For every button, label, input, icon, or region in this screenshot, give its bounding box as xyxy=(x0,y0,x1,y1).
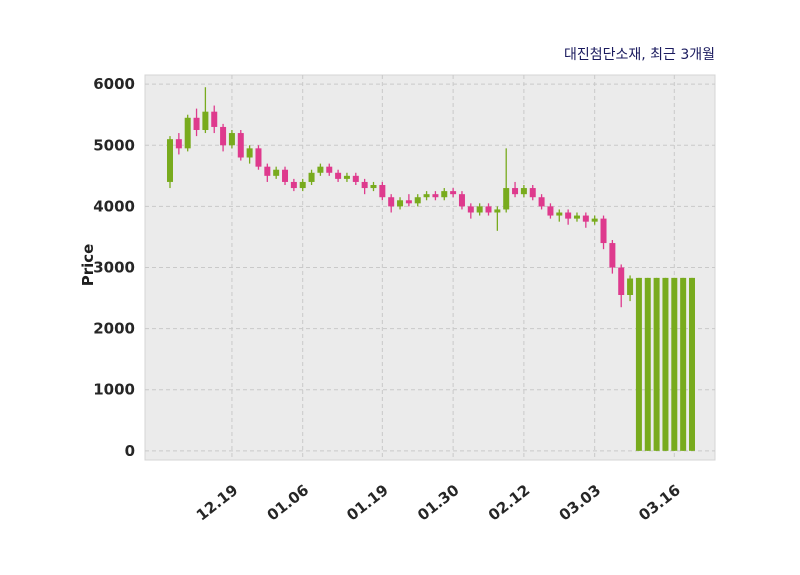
candle-body xyxy=(255,148,262,167)
candle-body xyxy=(635,277,642,451)
x-tick-label: 02.12 xyxy=(485,481,533,524)
candle-body xyxy=(618,267,625,295)
candle-body xyxy=(397,200,404,207)
candle-body xyxy=(379,185,386,198)
candle-body xyxy=(273,169,280,176)
candle-body xyxy=(476,206,483,213)
candle-body xyxy=(361,181,368,189)
candle-body xyxy=(308,172,315,182)
candle-body xyxy=(290,181,297,189)
candles xyxy=(167,87,695,451)
candle-body xyxy=(388,197,395,207)
candle-body xyxy=(184,117,191,149)
candle-body xyxy=(458,194,465,207)
candle-body xyxy=(175,139,182,149)
candle-body xyxy=(352,175,359,182)
candle-body xyxy=(450,191,457,195)
candle-body xyxy=(653,277,660,451)
y-tick-label: 5000 xyxy=(93,136,135,154)
candle-body xyxy=(237,133,244,158)
candle-body xyxy=(343,175,350,179)
candle-body xyxy=(556,212,563,216)
y-tick-label: 6000 xyxy=(93,75,135,93)
y-tick-label: 3000 xyxy=(93,259,135,277)
candle-body xyxy=(662,277,669,451)
candle-body xyxy=(335,172,342,179)
candle-body xyxy=(591,218,598,222)
candle-body xyxy=(264,166,271,176)
candle-body xyxy=(503,188,510,210)
y-tick-label: 1000 xyxy=(93,381,135,399)
x-tick-label: 01.06 xyxy=(264,481,312,524)
candle-body xyxy=(494,209,501,213)
candle-body xyxy=(167,139,173,182)
candle-body xyxy=(432,194,439,198)
candle-body xyxy=(538,197,545,207)
y-tick-label: 4000 xyxy=(93,197,135,215)
y-tick-labels: 0 1000 2000 3000 4000 5000 6000 xyxy=(93,75,135,460)
candle-body xyxy=(573,215,580,219)
candle-body xyxy=(689,277,695,451)
x-tick-label: 03.03 xyxy=(556,481,604,524)
candle-body xyxy=(202,111,209,130)
candle-body xyxy=(423,194,430,198)
candle-body xyxy=(414,197,421,204)
candle-body xyxy=(405,200,412,204)
candle-body xyxy=(609,243,616,268)
x-tick-label: 12.19 xyxy=(193,481,241,524)
x-tick-label: 01.19 xyxy=(343,481,391,524)
x-tick-labels: 12.19 01.06 01.19 01.30 02.12 03.03 03.16 xyxy=(193,481,684,524)
chart-title: 대진첨단소재, 최근 3개월 xyxy=(563,47,715,63)
x-tick-label: 01.30 xyxy=(414,481,462,524)
candle-body xyxy=(441,191,448,198)
candle-body xyxy=(211,111,218,127)
candle-body xyxy=(467,206,474,213)
candle-body xyxy=(228,133,235,146)
candle-body xyxy=(326,166,333,173)
y-tick-label: 2000 xyxy=(93,320,135,338)
candle-body xyxy=(299,181,306,189)
candle-body xyxy=(220,126,227,146)
candle-body xyxy=(512,188,519,195)
y-tick-label: 0 xyxy=(125,442,135,460)
candle-body xyxy=(600,218,607,244)
candle-body xyxy=(529,188,536,198)
candle-body xyxy=(282,169,289,182)
candle-body xyxy=(370,185,377,189)
candle-body xyxy=(193,117,200,130)
candle-body xyxy=(644,277,651,451)
candle-body xyxy=(520,188,527,195)
candle-body xyxy=(547,206,554,216)
candle-body xyxy=(671,277,678,451)
candle-body xyxy=(485,206,492,213)
candle-body xyxy=(565,212,572,219)
candle-body xyxy=(680,277,687,451)
x-tick-label: 03.16 xyxy=(635,481,683,524)
candle-body xyxy=(317,166,324,173)
candle-body xyxy=(627,278,634,295)
candle-body xyxy=(246,148,253,158)
candle-body xyxy=(582,215,589,222)
